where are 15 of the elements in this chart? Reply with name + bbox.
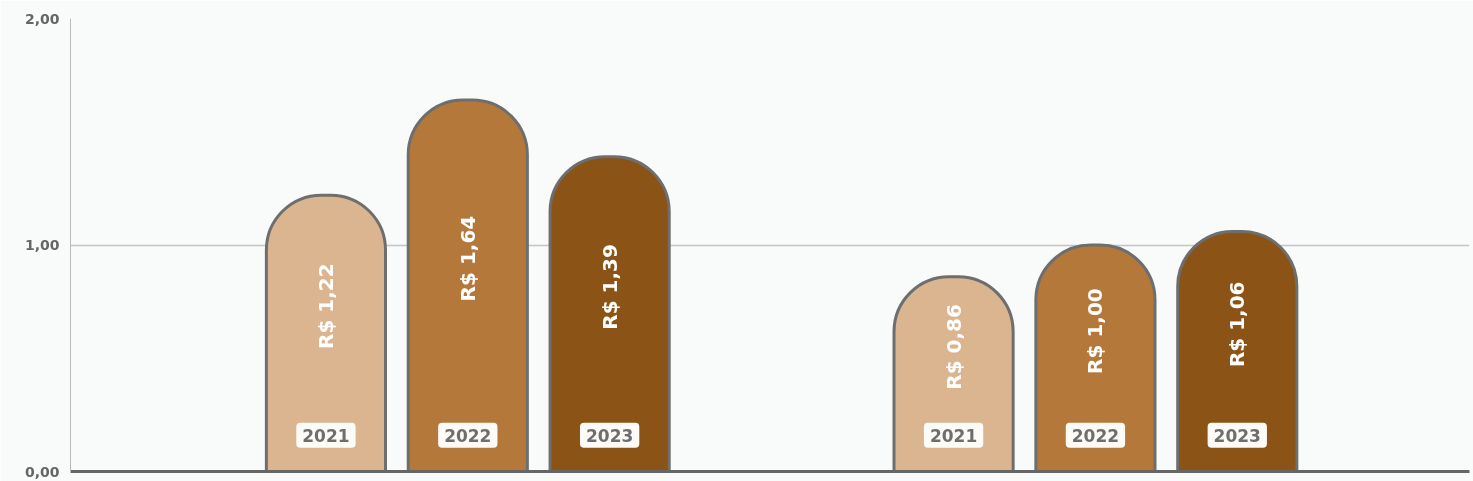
data-label: R$ 0,86 (941, 304, 966, 390)
data-label: R$ 1,64 (455, 215, 480, 302)
series-label: 2021 (302, 425, 350, 446)
series-label: 2023 (585, 425, 634, 446)
data-label: R$ 1,22 (313, 263, 338, 349)
series-label: 2022 (444, 425, 492, 446)
text: 2022 (1071, 425, 1120, 446)
text: 2021 (929, 425, 978, 446)
y-tick-label: 0,00 (24, 463, 60, 480)
y-tick-label: 1,00 (24, 237, 60, 253)
data-label: R$ 1,00 (1083, 288, 1108, 374)
data-label: R$ 1,06 (1225, 281, 1250, 368)
text: 2023 (1213, 425, 1261, 446)
y-tick-label: 2,00 (24, 10, 60, 27)
data-label: R$ 1,39 (597, 244, 622, 330)
